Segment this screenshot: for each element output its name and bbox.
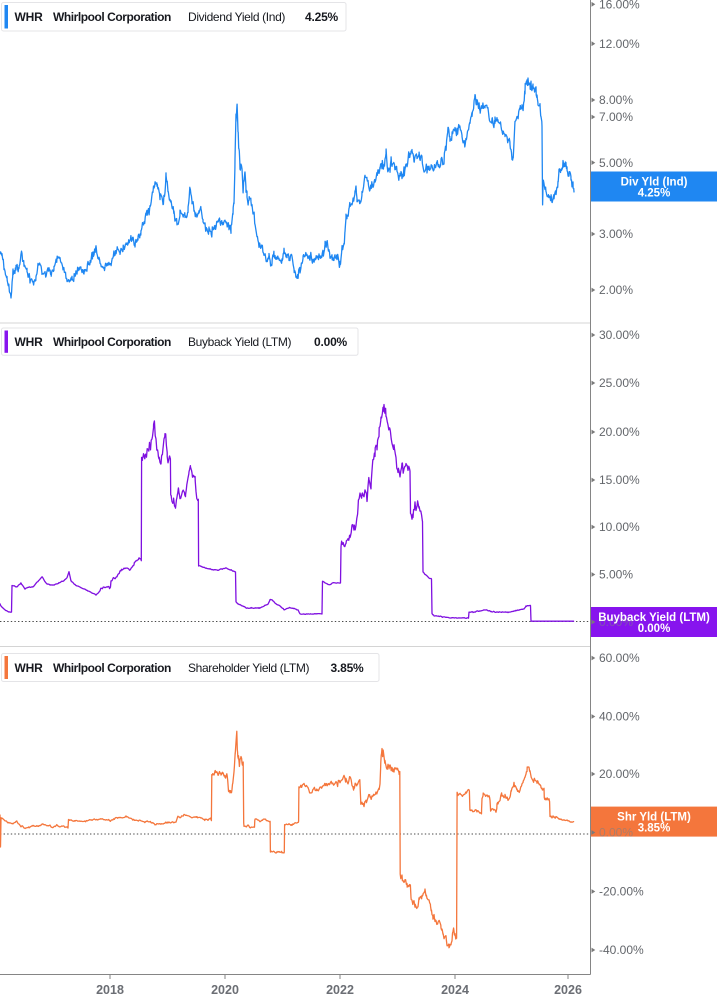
- svg-text:3.00%: 3.00%: [599, 227, 633, 241]
- svg-text:Whirlpool Corporation: Whirlpool Corporation: [53, 10, 171, 24]
- svg-text:4.25%: 4.25%: [305, 10, 339, 24]
- svg-text:Shareholder Yield (LTM): Shareholder Yield (LTM): [188, 661, 309, 675]
- svg-text:Div Yld (Ind): Div Yld (Ind): [621, 176, 688, 188]
- svg-text:WHR: WHR: [15, 335, 44, 349]
- svg-text:2026: 2026: [554, 983, 582, 997]
- svg-text:3.85%: 3.85%: [331, 661, 365, 675]
- svg-text:3.85%: 3.85%: [638, 823, 671, 835]
- svg-text:2.00%: 2.00%: [599, 283, 633, 297]
- svg-text:0.00%: 0.00%: [638, 623, 671, 635]
- svg-text:2024: 2024: [441, 983, 469, 997]
- svg-text:20.00%: 20.00%: [599, 425, 640, 439]
- svg-text:5.00%: 5.00%: [599, 156, 633, 170]
- svg-text:Dividend Yield (Ind): Dividend Yield (Ind): [188, 10, 285, 24]
- svg-text:15.00%: 15.00%: [599, 473, 640, 487]
- svg-text:0.00%: 0.00%: [314, 335, 348, 349]
- svg-text:7.00%: 7.00%: [599, 110, 633, 124]
- svg-text:Shr Yld (LTM): Shr Yld (LTM): [617, 811, 691, 823]
- svg-text:16.00%: 16.00%: [599, 0, 640, 12]
- svg-text:2018: 2018: [96, 983, 124, 997]
- svg-text:5.00%: 5.00%: [599, 568, 633, 582]
- svg-text:25.00%: 25.00%: [599, 376, 640, 390]
- svg-text:20.00%: 20.00%: [599, 767, 640, 781]
- svg-text:12.00%: 12.00%: [599, 37, 640, 51]
- svg-text:40.00%: 40.00%: [599, 710, 640, 724]
- svg-text:-40.00%: -40.00%: [599, 943, 644, 957]
- svg-text:10.00%: 10.00%: [599, 520, 640, 534]
- svg-text:-20.00%: -20.00%: [599, 885, 644, 899]
- svg-text:Whirlpool Corporation: Whirlpool Corporation: [53, 661, 171, 675]
- svg-text:WHR: WHR: [15, 661, 44, 675]
- svg-text:4.25%: 4.25%: [638, 188, 671, 200]
- svg-text:WHR: WHR: [15, 10, 44, 24]
- svg-text:Buyback Yield (LTM): Buyback Yield (LTM): [598, 612, 710, 624]
- svg-text:2022: 2022: [326, 983, 354, 997]
- svg-text:8.00%: 8.00%: [599, 93, 633, 107]
- svg-text:Buyback Yield (LTM): Buyback Yield (LTM): [188, 335, 292, 349]
- svg-text:0.00%: 0.00%: [599, 826, 633, 840]
- svg-text:30.00%: 30.00%: [599, 328, 640, 342]
- svg-text:60.00%: 60.00%: [599, 651, 640, 665]
- svg-text:Whirlpool Corporation: Whirlpool Corporation: [53, 335, 171, 349]
- svg-text:0.00%: 0.00%: [599, 615, 633, 629]
- svg-text:2020: 2020: [211, 983, 239, 997]
